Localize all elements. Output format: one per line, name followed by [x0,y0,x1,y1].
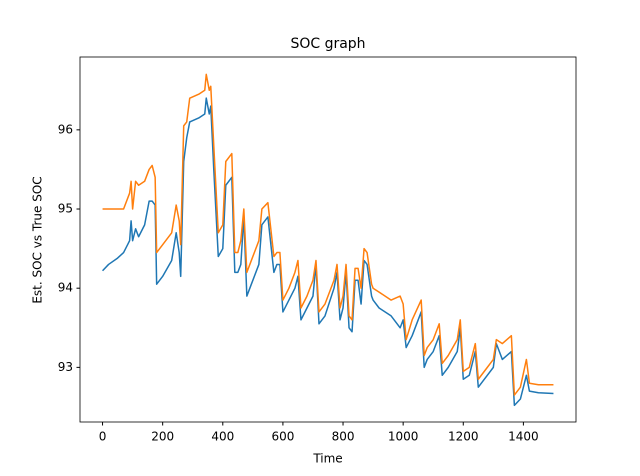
x-tick-label: 800 [332,430,355,444]
x-tick-label: 400 [211,430,234,444]
y-tick-label: 95 [58,202,73,216]
x-axis-label: Time [312,452,342,466]
series-line [102,73,554,396]
series-line [102,97,554,407]
y-tick-label: 96 [58,122,73,136]
chart-title: SOC graph [290,36,365,52]
x-tick-label: 1000 [388,430,419,444]
y-tick-label: 94 [58,281,73,295]
x-tick-label: 0 [99,430,107,444]
x-tick-label: 1400 [508,430,539,444]
x-tick-label: 600 [271,430,294,444]
y-tick-label: 93 [58,360,73,374]
x-tick-label: 200 [151,430,174,444]
plot-frame [79,56,577,423]
y-axis-label: Est. SOC vs True SOC [31,176,45,303]
x-tick-label: 1200 [448,430,479,444]
